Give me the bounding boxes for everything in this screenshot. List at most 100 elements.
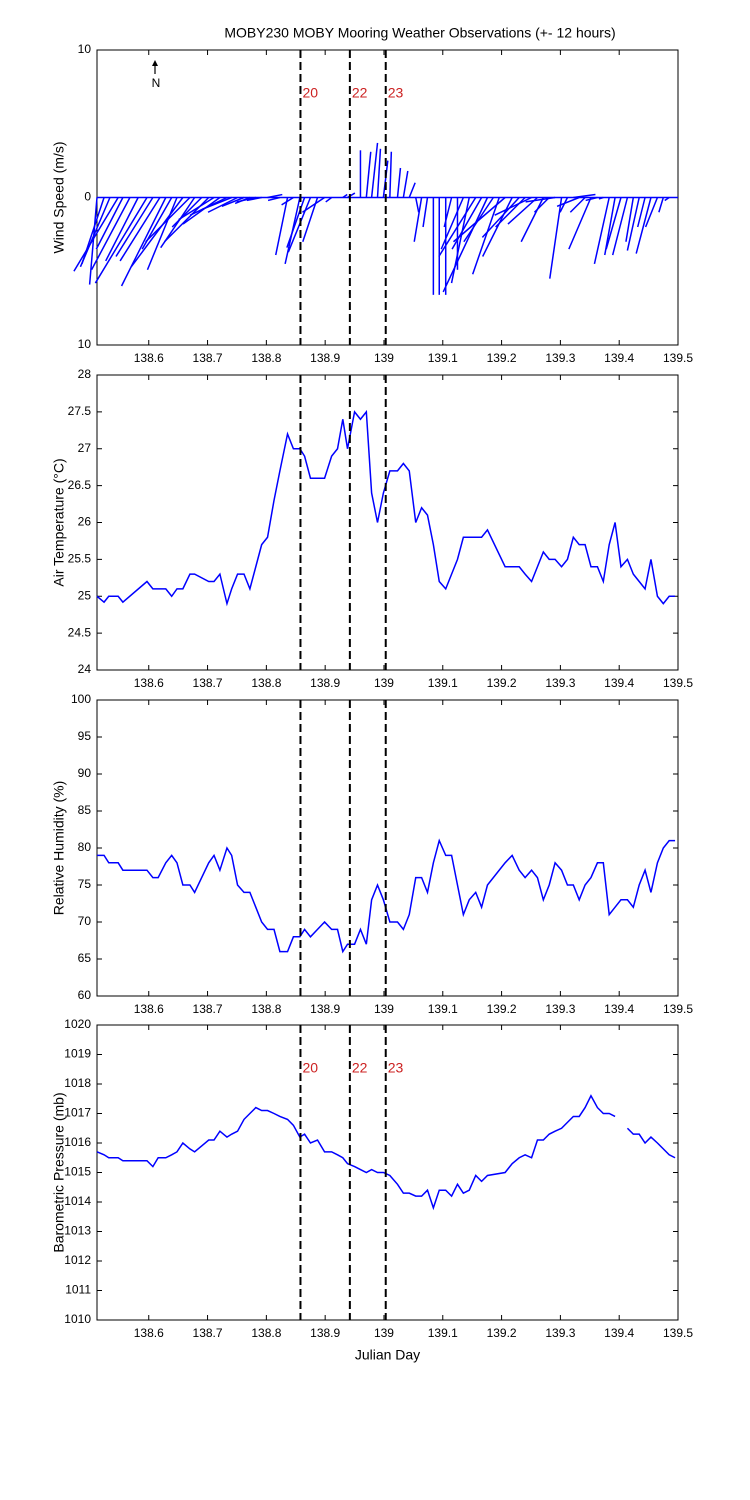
wind-stick xyxy=(396,167,402,198)
y-tick-label: 25.5 xyxy=(68,552,92,566)
wind-stick xyxy=(171,196,203,228)
x-tick-label: 139.4 xyxy=(604,676,634,690)
y-tick-label: 1015 xyxy=(64,1165,91,1179)
wind-stick xyxy=(365,151,372,198)
x-tick-label: 139.2 xyxy=(487,1002,517,1016)
wind-stick xyxy=(451,197,483,250)
y-tick-label: 10 xyxy=(78,42,92,56)
wind-stick xyxy=(559,197,569,213)
wind-stick xyxy=(611,197,629,256)
x-tick-label: 138.6 xyxy=(134,1002,164,1016)
y-axis-label: Air Temperature (°C) xyxy=(51,458,67,586)
north-label: N xyxy=(152,76,161,90)
y-tick-label: 65 xyxy=(78,951,92,965)
wind-stick xyxy=(145,196,191,243)
event-label: 23 xyxy=(388,85,404,101)
x-tick-label: 139.2 xyxy=(487,676,517,690)
x-tick-label: 138.7 xyxy=(193,1326,223,1340)
wind-stick xyxy=(442,197,489,293)
x-tick-label: 138.6 xyxy=(134,676,164,690)
wind-stick xyxy=(605,197,622,250)
y-tick-label: 27.5 xyxy=(68,404,92,418)
event-label: 20 xyxy=(302,85,318,101)
y-tick-label: 1011 xyxy=(65,1283,91,1297)
x-tick-label: 139.5 xyxy=(663,676,693,690)
x-tick-label: 138.9 xyxy=(310,1002,340,1016)
y-tick-label: 27 xyxy=(78,441,92,455)
x-tick-label: 139.2 xyxy=(487,1326,517,1340)
x-tick-label: 138.9 xyxy=(310,1326,340,1340)
x-tick-label: 138.7 xyxy=(193,351,223,365)
x-tick-label: 139 xyxy=(374,351,394,365)
x-tick-label: 139 xyxy=(374,676,394,690)
x-tick-label: 138.8 xyxy=(251,351,281,365)
wind-stick xyxy=(274,197,289,256)
event-label: 22 xyxy=(352,1060,368,1076)
wind-stick xyxy=(413,197,423,242)
wind-stick xyxy=(573,193,596,199)
y-tick-label: 24 xyxy=(78,662,92,676)
y-tick-label: 75 xyxy=(78,877,92,891)
y-tick-label: 1020 xyxy=(64,1017,91,1031)
wind-stick xyxy=(94,197,148,284)
wind-stick xyxy=(302,196,325,213)
wind-stick xyxy=(664,196,670,202)
wind-stick xyxy=(481,197,513,257)
x-tick-label: 138.8 xyxy=(251,1326,281,1340)
x-tick-label: 139.3 xyxy=(545,351,575,365)
wind-stick xyxy=(443,197,453,228)
wind-stick xyxy=(389,151,393,198)
y-tick-label: 26 xyxy=(78,515,92,529)
y-tick-label: 24.5 xyxy=(68,625,92,639)
x-tick-label: 139.3 xyxy=(545,676,575,690)
wind-stick xyxy=(644,197,659,228)
x-tick-label: 138.8 xyxy=(251,676,281,690)
wind-stick xyxy=(452,196,506,243)
y-tick-label: 80 xyxy=(78,840,92,854)
wind-stick xyxy=(422,197,429,228)
x-tick-label: 139.3 xyxy=(545,1326,575,1340)
wind-stick xyxy=(481,196,520,238)
x-tick-label: 139.1 xyxy=(428,351,458,365)
wind-stick xyxy=(95,197,124,250)
wind-stick xyxy=(370,142,379,198)
y-tick-label: 1012 xyxy=(64,1253,91,1267)
north-arrowhead xyxy=(152,60,158,66)
x-tick-label: 139 xyxy=(374,1002,394,1016)
y-tick-label: 1019 xyxy=(64,1047,91,1061)
wind-stick xyxy=(525,196,556,203)
y-axis-label: Wind Speed (m/s) xyxy=(51,141,67,253)
event-label: 22 xyxy=(352,85,368,101)
y-tick-label: 0 xyxy=(84,190,91,204)
wind-stick xyxy=(414,197,420,213)
y-tick-label: 25 xyxy=(78,588,92,602)
y-tick-label: 100 xyxy=(71,692,91,706)
wind-stick xyxy=(221,196,245,208)
wind-stick xyxy=(267,193,283,199)
wind-stick xyxy=(533,196,550,213)
wind-stick xyxy=(178,196,215,221)
wind-stick xyxy=(625,197,635,242)
wind-stick xyxy=(635,197,652,254)
wind-stick xyxy=(120,197,167,287)
x-tick-label: 139.2 xyxy=(487,351,517,365)
y-tick-label: 85 xyxy=(78,803,92,817)
wind-stick xyxy=(246,196,262,202)
wind-stick xyxy=(90,197,131,271)
wind-stick xyxy=(438,197,477,257)
wind-stick xyxy=(604,197,616,256)
x-tick-label: 138.6 xyxy=(134,351,164,365)
wind-stick xyxy=(382,160,389,198)
wind-stick xyxy=(267,196,281,202)
wind-stick xyxy=(130,197,184,268)
x-tick-label: 139.4 xyxy=(604,1002,634,1016)
wind-stick xyxy=(236,196,256,203)
wind-stick xyxy=(408,182,416,198)
x-tick-label: 138.6 xyxy=(134,1326,164,1340)
wind-stick xyxy=(556,196,580,208)
wind-stick xyxy=(182,196,221,225)
wind-stick xyxy=(347,192,356,199)
wind-stick xyxy=(658,197,665,213)
x-tick-label: 138.9 xyxy=(310,676,340,690)
